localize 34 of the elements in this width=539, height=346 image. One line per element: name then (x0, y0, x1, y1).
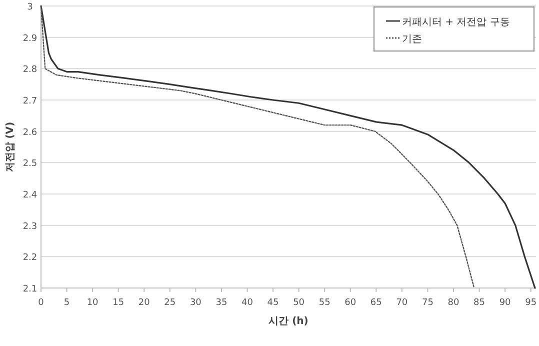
x-tick-label: 25 (164, 298, 176, 308)
x-tick-label: 40 (242, 298, 254, 308)
x-tick-label: 85 (474, 298, 486, 308)
x-tick-label: 20 (138, 298, 150, 308)
x-tick-label: 5 (64, 298, 70, 308)
y-tick-label: 2.8 (22, 65, 38, 76)
y-tick-label: 2.5 (22, 159, 38, 170)
x-tick-label: 60 (344, 298, 356, 308)
x-tick-label: 30 (190, 298, 202, 308)
y-tick-label: 2.4 (22, 190, 38, 200)
y-tick-label: 2.2 (22, 253, 38, 264)
x-tick-label: 65 (370, 298, 382, 308)
x-tick-label: 80 (448, 298, 460, 308)
y-tick-label: 2.7 (22, 96, 38, 106)
x-tick-label: 45 (267, 298, 279, 308)
y-tick-label: 2.3 (22, 222, 38, 232)
legend-label: 기존 (402, 34, 422, 45)
x-tick-label: 50 (293, 298, 305, 308)
x-tick-label: 35 (216, 298, 228, 308)
x-tick-label: 95 (525, 298, 537, 308)
x-tick-label: 0 (38, 298, 44, 308)
y-axis-title: 저전압 (V) (5, 122, 16, 172)
y-tick-label: 2.6 (22, 128, 38, 138)
x-axis-title: 시간 (h) (268, 316, 308, 327)
x-tick-label: 55 (318, 298, 330, 308)
y-tick-label: 2.9 (22, 34, 38, 44)
x-tick-label: 70 (396, 298, 408, 308)
y-tick-label: 2.1 (22, 284, 38, 294)
x-tick-label: 90 (499, 298, 512, 308)
y-tick-label: 3 (27, 2, 33, 12)
x-tick-label: 10 (86, 298, 99, 308)
legend-label: 커패시터 + 저전압 구동 (402, 17, 510, 28)
x-tick-label: 75 (422, 298, 434, 308)
x-tick-label: 15 (112, 298, 124, 308)
